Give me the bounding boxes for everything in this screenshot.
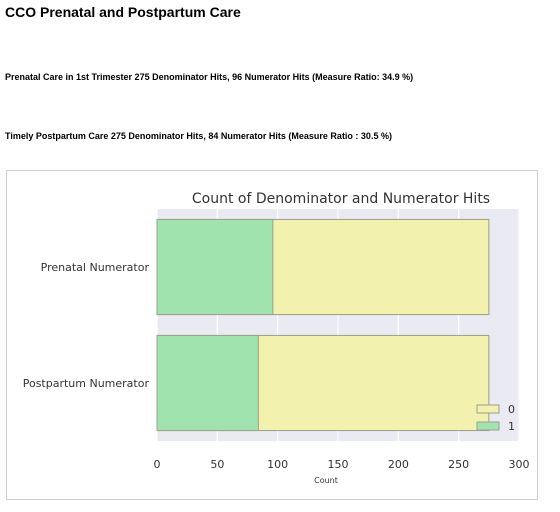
x-tick-label: 100 (267, 458, 288, 471)
category-labels: Prenatal Numerator Postpartum Numerator (23, 261, 150, 390)
page-title: CCO Prenatal and Postpartum Care (5, 4, 241, 20)
x-tick-label: 150 (328, 458, 349, 471)
measure-postpartum-text: Timely Postpartum Care 275 Denominator H… (5, 131, 392, 141)
bars (156, 218, 490, 432)
x-tick-label: 250 (448, 458, 469, 471)
bar-1 (156, 218, 274, 316)
x-tick-label: 50 (210, 458, 224, 471)
legend-label: 0 (508, 403, 515, 416)
category-label: Prenatal Numerator (41, 261, 150, 274)
legend: 01 (476, 403, 515, 433)
x-tick-label: 0 (154, 458, 161, 471)
bar-chart: Count of Denominator and Numerator Hits … (23, 191, 530, 485)
chart-title: Count of Denominator and Numerator Hits (192, 191, 490, 207)
x-tick-label: 200 (388, 458, 409, 471)
x-tick-labels: 0 50 100 150 200 250 300 (154, 458, 530, 471)
category-label: Postpartum Numerator (23, 377, 150, 390)
legend-swatch (476, 421, 500, 431)
chart-panel: Count of Denominator and Numerator Hits … (6, 170, 538, 500)
legend-label: 1 (508, 420, 515, 433)
measure-prenatal-text: Prenatal Care in 1st Trimester 275 Denom… (5, 72, 414, 82)
x-tick-label: 300 (509, 458, 530, 471)
x-axis-label: Count (314, 476, 338, 485)
legend-swatch (476, 404, 500, 414)
bar-1 (156, 334, 259, 432)
